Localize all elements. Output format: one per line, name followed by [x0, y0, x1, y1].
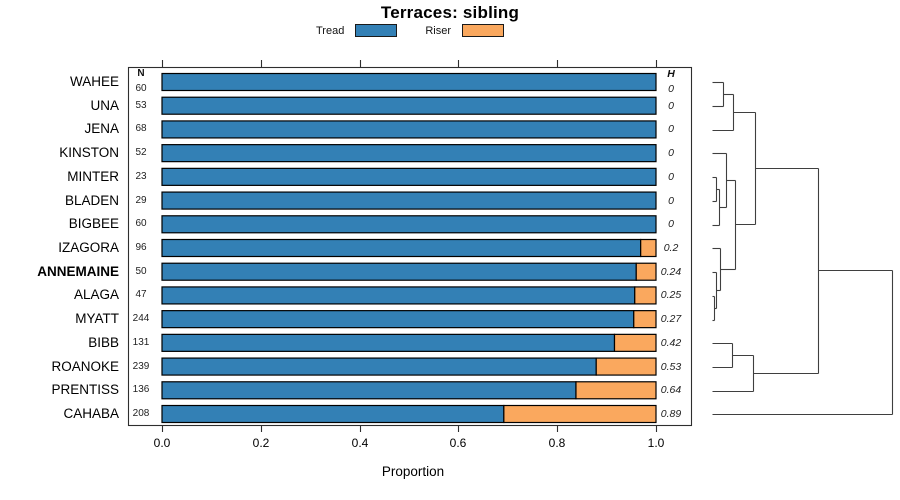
n-value: 29	[135, 194, 147, 206]
series-label: KINSTON	[59, 145, 119, 161]
series-label: MYATT	[75, 311, 119, 327]
h-value: 0	[668, 194, 674, 207]
series-label: UNA	[90, 97, 119, 113]
h-value: 0.53	[660, 360, 682, 373]
tread-bar-segment	[161, 167, 657, 186]
h-value: 0	[668, 170, 674, 183]
n-value: 60	[135, 83, 147, 94]
n-value: 23	[135, 170, 147, 182]
series-label: CAHABA	[63, 406, 119, 421]
legend-swatch-tread	[355, 24, 398, 37]
riser-bar-segment	[633, 310, 657, 329]
n-column-header: N	[137, 68, 145, 79]
series-label: JENA	[84, 121, 119, 137]
h-value: 0.25	[660, 289, 682, 302]
series-label: PRENTISS	[51, 382, 119, 398]
n-value: 52	[135, 147, 147, 159]
n-value: 47	[135, 289, 147, 301]
h-value: 0.24	[660, 265, 682, 278]
h-value: 0	[668, 123, 674, 136]
tread-bar-segment	[161, 144, 657, 163]
legend-label-tread: Tread	[316, 24, 345, 37]
x-axis-title: Proportion	[381, 464, 445, 479]
h-value: 0.64	[660, 384, 682, 397]
h-value: 0	[668, 147, 674, 160]
riser-bar-segment	[635, 262, 657, 281]
riser-bar-segment	[595, 357, 657, 376]
series-label: WAHEE	[69, 74, 119, 89]
series-label: ROANOKE	[51, 358, 119, 374]
riser-bar-segment	[575, 381, 657, 400]
tread-bar-segment	[161, 215, 657, 234]
h-value: 0.89	[660, 408, 682, 420]
h-value: 0	[668, 99, 674, 112]
n-value: 96	[135, 242, 147, 253]
h-value: 0.2	[663, 242, 679, 254]
x-tick-label: 0.6	[449, 436, 467, 450]
n-value: 131	[132, 336, 150, 348]
riser-bar-segment	[640, 238, 657, 258]
series-label: ALAGA	[73, 287, 119, 303]
riser-bar-segment	[613, 333, 657, 352]
x-tick-label: 0.8	[548, 436, 566, 450]
tread-bar-segment	[161, 72, 657, 92]
tread-bar-segment	[161, 120, 657, 139]
n-value: 68	[135, 123, 147, 135]
legend-swatch-riser	[462, 24, 504, 37]
x-tick-label: 0.0	[153, 436, 171, 450]
n-value: 136	[132, 384, 150, 396]
n-value: 60	[135, 218, 147, 230]
series-label: BIBB	[88, 334, 119, 350]
h-value: 0.27	[660, 313, 682, 326]
h-value: 0.42	[660, 336, 682, 349]
x-tick-label: 1.0	[647, 436, 665, 450]
series-label: BIGBEE	[68, 216, 119, 232]
series-label: IZAGORA	[58, 240, 119, 255]
legend-item-tread: Tread	[316, 24, 398, 37]
h-value: 0	[668, 218, 674, 231]
plot-box	[127, 66, 693, 427]
n-value: 208	[132, 408, 150, 419]
n-value: 244	[132, 313, 150, 325]
legend-item-riser: Riser	[425, 24, 504, 37]
riser-bar-segment	[503, 404, 657, 424]
x-tick-label: 0.2	[252, 436, 270, 450]
n-value: 50	[135, 265, 147, 277]
tread-bar-segment	[161, 96, 657, 115]
legend-label-riser: Riser	[425, 24, 451, 37]
h-column-header: H	[667, 68, 675, 80]
x-tick-label: 0.4	[351, 436, 369, 450]
h-value: 0	[668, 83, 674, 95]
tread-bar-segment	[161, 191, 657, 210]
series-label: MINTER	[67, 168, 119, 184]
n-value: 239	[132, 360, 150, 372]
series-label: ANNEMAINE	[37, 263, 119, 279]
series-label: BLADEN	[64, 192, 119, 208]
legend: Tread Riser	[160, 24, 660, 37]
n-value: 53	[135, 99, 147, 111]
chart-title: Terraces: sibling	[380, 3, 520, 22]
riser-bar-segment	[634, 286, 657, 305]
